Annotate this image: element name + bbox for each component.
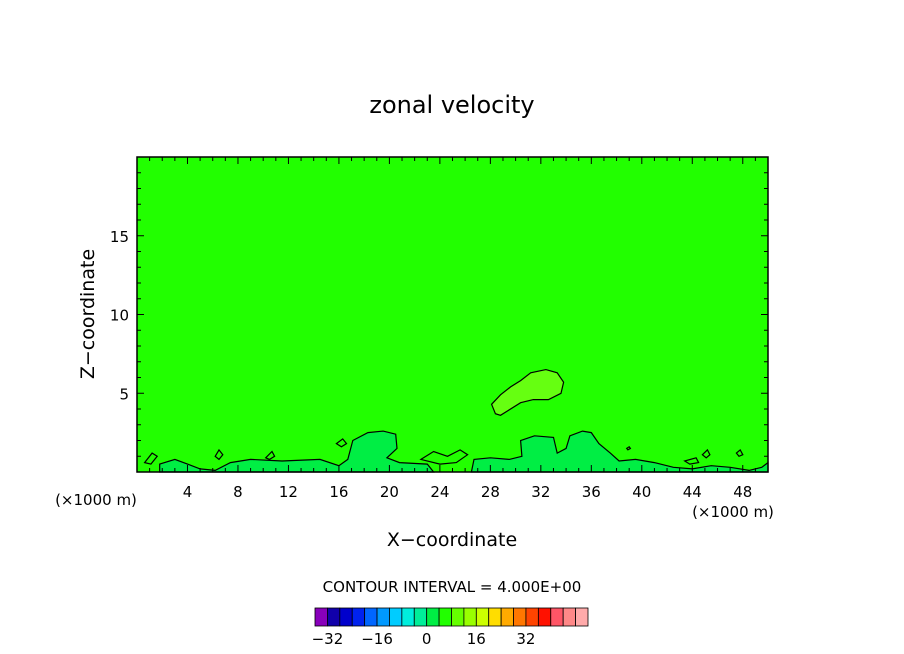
- x-tick-label: 12: [279, 483, 298, 501]
- x-tick-label: 28: [481, 483, 500, 501]
- colorbar-swatch: [550, 607, 564, 627]
- x-tick-label: 8: [233, 483, 243, 501]
- colorbar-label: 16: [467, 630, 486, 648]
- x-tick-label: 48: [733, 483, 752, 501]
- cell-4: [335, 438, 348, 448]
- plot-background: [137, 157, 768, 472]
- x-axis-ticks: 4 8 12 16 20 24 28 32 36 40 44 48: [149, 157, 756, 501]
- x-tick-label: 32: [531, 483, 550, 501]
- colorbar-swatch: [525, 607, 539, 627]
- cell-2: [214, 448, 224, 461]
- colorbar: [314, 607, 589, 627]
- colorbar-swatch: [537, 607, 552, 627]
- cell-5: [419, 449, 469, 465]
- x-axis-label: X−coordinate: [387, 529, 517, 551]
- colorbar-swatch: [463, 607, 477, 627]
- y-tick-label: 5: [119, 385, 129, 403]
- x-tick-label: 44: [683, 483, 702, 501]
- colorbar-swatch: [413, 607, 428, 627]
- cell-8: [735, 448, 744, 458]
- x-tick-label: 4: [183, 483, 193, 501]
- y-tick-label: 15: [110, 228, 129, 246]
- x-tick-label: 20: [380, 483, 399, 501]
- cell-7: [701, 448, 711, 459]
- y-tick-label: 10: [110, 307, 129, 325]
- surface-band-left: [159, 430, 435, 473]
- colorbar-swatch: [401, 607, 415, 627]
- colorbar-swatch: [364, 607, 378, 627]
- contour-interval-label: CONTOUR INTERVAL = 4.000E+00: [323, 578, 582, 596]
- y-axis-ticks: 5 10 15: [110, 172, 768, 457]
- x-unit-right: (×1000 m): [692, 503, 774, 521]
- colorbar-swatch: [339, 607, 353, 627]
- cell-6: [625, 445, 632, 451]
- x-tick-label: 36: [582, 483, 601, 501]
- colorbar-swatch: [475, 607, 490, 627]
- upper-positive-blob: [490, 368, 565, 416]
- plot-area: [137, 157, 769, 473]
- colorbar-label: 0: [422, 630, 432, 648]
- x-tick-label: 16: [329, 483, 348, 501]
- colorbar-swatch: [389, 607, 403, 627]
- x-unit-left: (×1000 m): [55, 491, 137, 509]
- chart-title: zonal velocity: [369, 91, 534, 119]
- x-tick-label: 24: [430, 483, 449, 501]
- colorbar-swatch: [351, 607, 366, 627]
- colorbar-swatch: [488, 607, 502, 627]
- cell-9: [683, 457, 700, 465]
- colorbar-label: 32: [516, 630, 535, 648]
- colorbar-swatch: [451, 607, 465, 627]
- cell-3: [264, 450, 276, 461]
- colorbar-swatch: [562, 607, 576, 627]
- colorbar-label: −16: [361, 630, 393, 648]
- y-axis-label: Z−coordinate: [77, 249, 99, 379]
- cell-1: [143, 452, 159, 465]
- colorbar-swatch: [327, 607, 341, 627]
- colorbar-swatch: [376, 607, 390, 627]
- colorbar-swatch: [314, 607, 328, 627]
- colorbar-swatch: [438, 607, 452, 627]
- colorbar-swatch: [500, 607, 514, 627]
- x-tick-label: 40: [632, 483, 651, 501]
- colorbar-labels: −32 −16 0 16 32: [312, 630, 536, 648]
- colorbar-label: −32: [312, 630, 344, 648]
- colorbar-swatch: [575, 607, 589, 627]
- colorbar-swatch: [426, 607, 440, 627]
- colorbar-swatch: [513, 607, 527, 627]
